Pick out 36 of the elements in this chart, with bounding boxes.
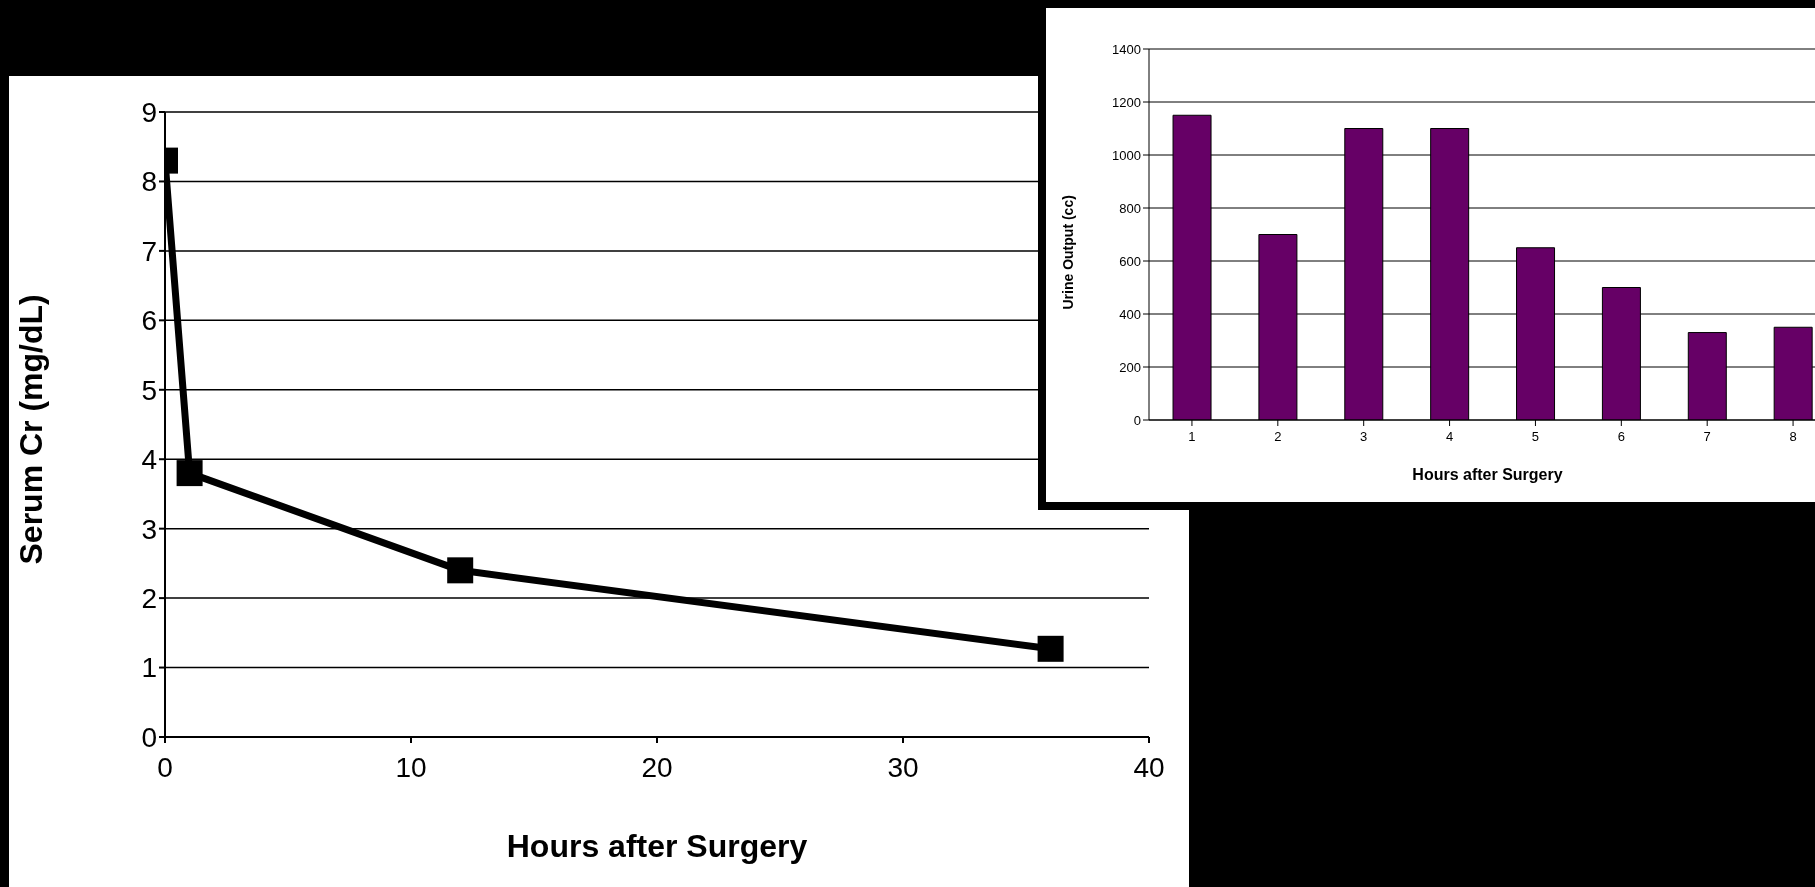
y-tick-label: 400 xyxy=(1119,306,1141,322)
y-tick-label: 6 xyxy=(141,305,157,337)
point xyxy=(447,557,474,584)
y-tick-label: 200 xyxy=(1119,359,1141,375)
x-tick-label: 40 xyxy=(1133,751,1165,783)
x-tick-label: 7 xyxy=(1703,429,1711,445)
y-tick-label: 1000 xyxy=(1112,147,1141,163)
y-tick-label: 1400 xyxy=(1112,41,1141,57)
x-tick-label: 1 xyxy=(1188,429,1196,445)
y-tick-label: 3 xyxy=(141,513,157,545)
x-tick-label: 10 xyxy=(395,751,427,783)
y-tick-label: 600 xyxy=(1119,253,1141,269)
x-tick-label: 3 xyxy=(1360,429,1368,445)
y-tick-label: 5 xyxy=(141,374,157,406)
x-axis-title: Hours after Surgery xyxy=(1412,466,1563,483)
y-tick-label: 1 xyxy=(141,652,157,684)
x-tick-label: 6 xyxy=(1617,429,1625,445)
y-tick-label: 0 xyxy=(1133,412,1141,428)
y-tick-label: 7 xyxy=(141,235,157,267)
y-axis-title: Urine Output (cc) xyxy=(1059,195,1076,310)
y-tick-label: 8 xyxy=(141,166,157,198)
y-axis-title: Serum Cr (mg/dL) xyxy=(13,294,50,565)
x-tick-label: 5 xyxy=(1531,429,1540,445)
x-axis-title: Hours after Surgery xyxy=(506,828,808,864)
y-tick-label: 800 xyxy=(1119,200,1141,216)
x-tick-label: 4 xyxy=(1445,429,1454,445)
point xyxy=(1037,635,1064,662)
x-tick-label: 8 xyxy=(1789,429,1797,445)
x-tick-label: 20 xyxy=(641,751,673,783)
x-tick-label: 30 xyxy=(887,751,919,783)
point xyxy=(176,460,203,487)
y-tick-label: 9 xyxy=(141,96,157,128)
y-tick-label: 2 xyxy=(141,583,157,615)
y-tick-label: 0 xyxy=(141,721,157,753)
x-tick-label: 2 xyxy=(1274,429,1282,445)
y-tick-label: 1200 xyxy=(1112,94,1141,110)
